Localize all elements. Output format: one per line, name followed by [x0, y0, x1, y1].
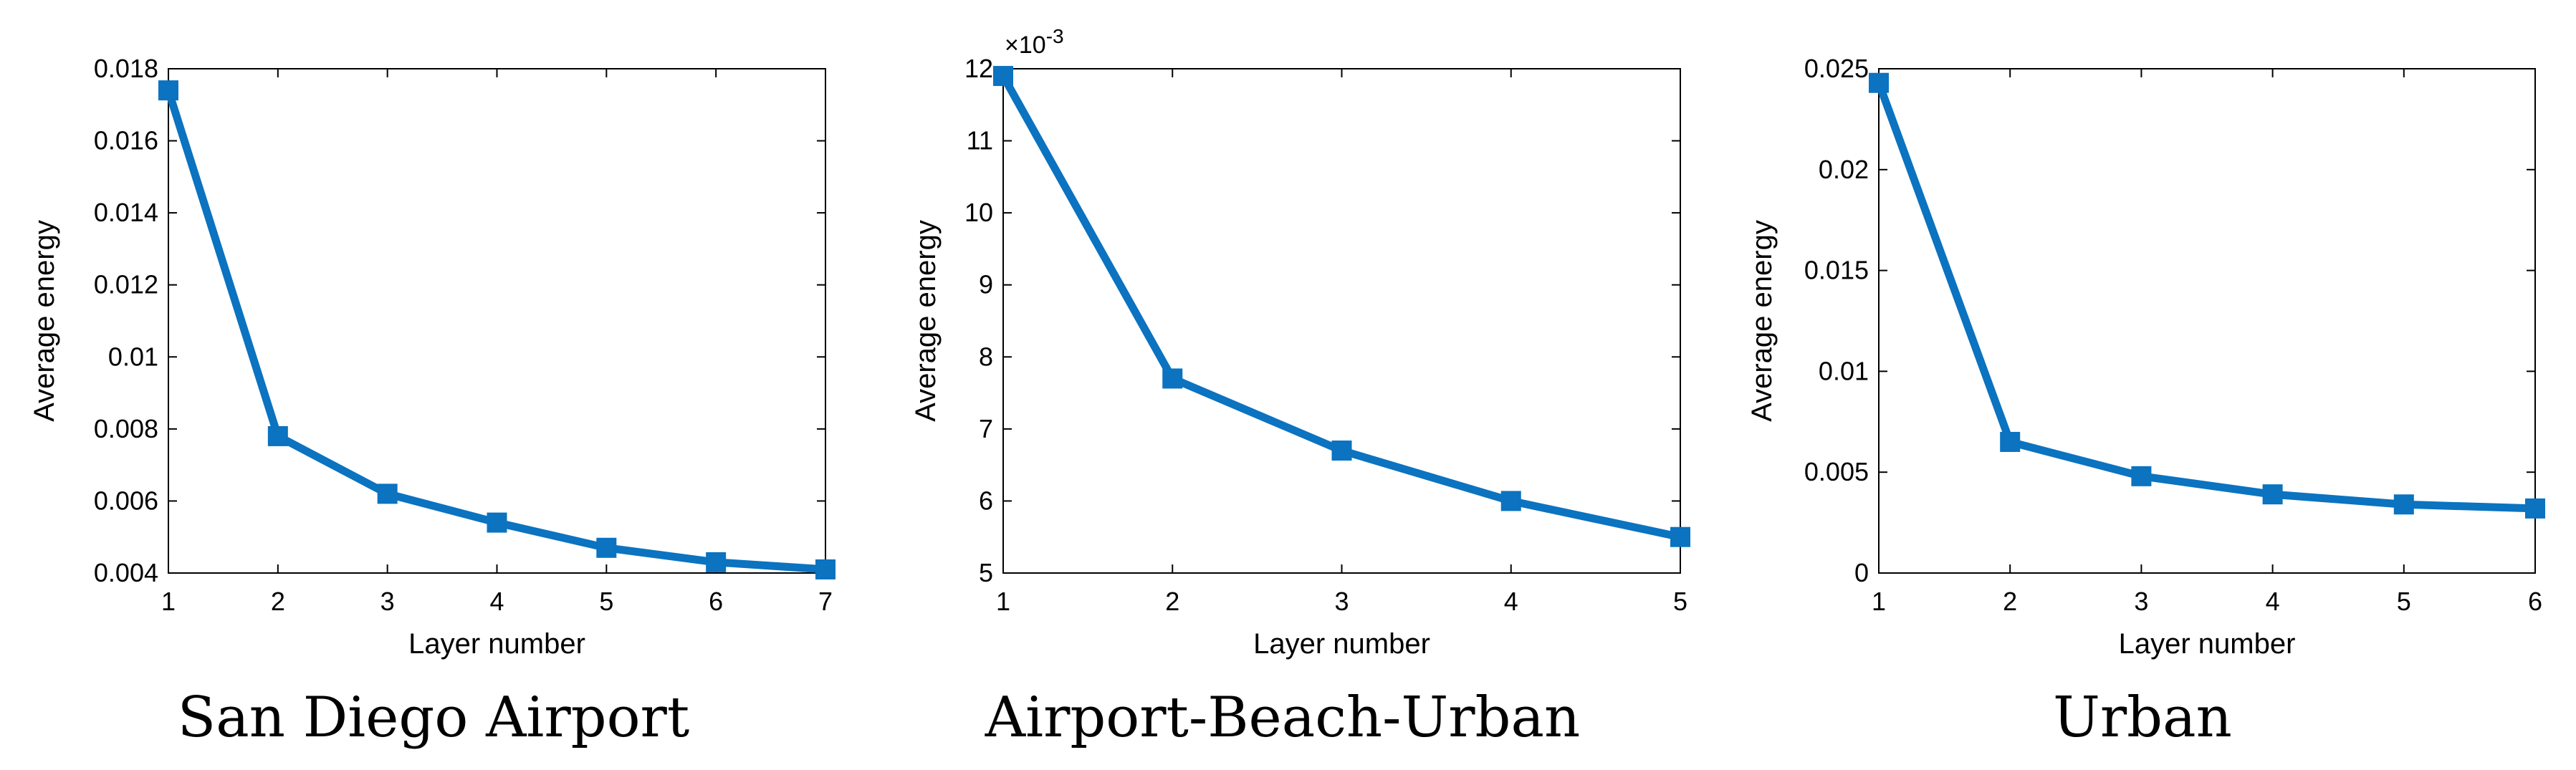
y-tick-label: 0.02 [1819, 155, 1869, 184]
data-point [487, 512, 507, 533]
data-point [1869, 72, 1889, 93]
y-tick-label: 0.008 [94, 414, 158, 443]
x-tick-label: 4 [2266, 587, 2280, 616]
y-tick-label: 9 [979, 270, 993, 299]
x-tick-label: 2 [2003, 587, 2017, 616]
x-tick-label: 6 [709, 587, 723, 616]
data-point [1500, 491, 1521, 511]
x-tick-label: 1 [161, 587, 176, 616]
y-axis-label: Average energy [1746, 220, 1778, 422]
x-tick-label: 5 [599, 587, 613, 616]
x-tick-label: 5 [2397, 587, 2411, 616]
panel-caption: Urban [2053, 685, 2232, 750]
x-tick-label: 6 [2528, 587, 2542, 616]
y-tick-label: 0.018 [94, 54, 158, 83]
data-point [993, 66, 1013, 87]
x-tick-label: 5 [1673, 587, 1687, 616]
x-axis-label: Layer number [2119, 628, 2296, 660]
x-tick-label: 3 [380, 587, 395, 616]
x-tick-label: 2 [271, 587, 285, 616]
x-tick-label: 4 [489, 587, 504, 616]
data-point [596, 537, 617, 558]
y-tick-label: 0 [1854, 558, 1869, 587]
x-tick-label: 7 [818, 587, 833, 616]
x-tick-label: 3 [1334, 587, 1349, 616]
data-point [158, 80, 178, 101]
data-point [377, 483, 398, 504]
data-point [1670, 526, 1690, 547]
y-axis-exponent: ×10-3 [1005, 25, 1064, 59]
y-tick-label: 0.014 [94, 198, 158, 227]
data-point [706, 552, 727, 572]
y-tick-label: 0.016 [94, 126, 158, 155]
y-tick-label: 0.004 [94, 558, 158, 587]
data-point [267, 425, 288, 446]
y-tick-label: 0.01 [108, 342, 158, 371]
x-axis-label: Layer number [408, 628, 585, 660]
y-tick-label: 12 [964, 54, 993, 83]
chart-panel-1: 1 2 3 4 5 6 7 0.004 0.006 0.008 0.01 0.012 0.014 0.01… [29, 54, 835, 750]
y-tick-label: 7 [979, 414, 993, 443]
y-tick-label: 0.015 [1804, 256, 1869, 285]
y-tick-label: 0.01 [1819, 356, 1869, 385]
y-tick-label: 0.006 [94, 486, 158, 515]
x-tick-label: 1 [996, 587, 1010, 616]
panel-caption: Airport-Beach-Urban [985, 685, 1580, 750]
x-tick-label: 4 [1504, 587, 1518, 616]
panel-caption: San Diego Airport [178, 685, 689, 750]
y-tick-label: 8 [979, 342, 993, 371]
plot-frame [168, 68, 826, 574]
x-tick-label: 3 [2134, 587, 2148, 616]
y-axis-label: Average energy [910, 220, 942, 422]
data-point [2262, 484, 2283, 505]
data-point [2393, 494, 2414, 515]
y-tick-label: 6 [979, 486, 993, 515]
x-tick-label: 1 [1872, 587, 1886, 616]
data-point [815, 559, 835, 579]
series-line [1874, 79, 2539, 513]
plot-frame [1002, 68, 1681, 574]
x-axis-label: Layer number [1253, 628, 1430, 660]
y-tick-label: 5 [979, 558, 993, 587]
plot-frame [1878, 68, 2536, 574]
data-point [1162, 368, 1183, 389]
y-tick-label: 11 [967, 126, 993, 155]
series-line [164, 86, 830, 574]
series-line [999, 72, 1685, 542]
data-point [2000, 431, 2021, 452]
data-point [2131, 466, 2152, 486]
x-tick-label: 2 [1165, 587, 1179, 616]
y-tick-label: 0.025 [1804, 54, 1869, 83]
data-point [1331, 441, 1352, 461]
data-point [2525, 498, 2545, 519]
chart-panel-3: 1 2 3 4 5 6 0 0.005 0.01 0.015 0.02 0.025 Layer numb… [1746, 54, 2545, 750]
y-tick-label: 10 [964, 198, 993, 227]
y-tick-label: 0.012 [94, 270, 158, 299]
y-tick-label: 0.005 [1804, 457, 1869, 486]
y-axis-label: Average energy [29, 220, 60, 422]
